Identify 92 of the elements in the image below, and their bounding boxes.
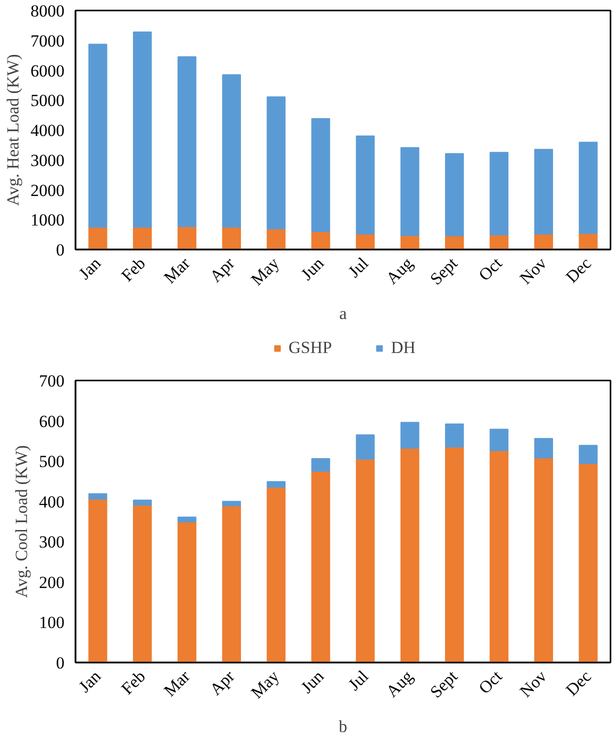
bar: [400, 422, 420, 449]
bar: [266, 96, 286, 230]
bar: [132, 500, 152, 506]
x-tick-label: Aug: [382, 253, 417, 288]
bar: [445, 446, 464, 662]
x-tick-label: Dec: [562, 666, 596, 700]
bar: [311, 231, 330, 250]
y-tick-label: 2000: [30, 180, 64, 200]
y-tick-label: 1000: [30, 210, 64, 230]
bar: [534, 438, 554, 458]
x-tick-label: Mar: [160, 254, 194, 288]
bar: [88, 498, 108, 662]
y-tick-label: 0: [56, 654, 64, 672]
x-tick-label: Oct: [474, 254, 506, 285]
bar: [578, 444, 598, 464]
x-tick-label: Feb: [118, 666, 150, 698]
x-tick-label: Nov: [516, 666, 551, 701]
bar: [178, 226, 196, 250]
bar: [490, 450, 508, 662]
bar: [222, 74, 241, 228]
x-tick-label: Jun: [297, 666, 328, 697]
x-tick-label: Aug: [382, 666, 417, 701]
bar: [266, 228, 286, 250]
x-tick-label: Mar: [160, 666, 194, 700]
bar: [311, 118, 330, 232]
y-tick-label: 200: [39, 572, 64, 592]
bar: [356, 434, 375, 460]
y-tick-label: 0: [56, 240, 64, 260]
bar: [88, 226, 108, 250]
x-tick-label: Dec: [562, 253, 596, 287]
bar: [132, 226, 152, 250]
bar: [132, 32, 152, 228]
y-tick-label: 4000: [30, 121, 64, 140]
bar: [311, 470, 330, 662]
y-tick-label: 6000: [30, 61, 64, 80]
y-axis-title: Avg. Heat Load (KW): [4, 54, 22, 206]
bar: [400, 147, 420, 236]
bar: [534, 233, 554, 250]
bar: [88, 493, 108, 500]
bar: [400, 234, 420, 250]
x-tick-label: May: [247, 666, 284, 702]
bar: [178, 516, 196, 522]
bar: [178, 56, 196, 227]
y-tick-label: 5000: [30, 91, 64, 110]
x-tick-label: Sept: [426, 666, 462, 702]
bar: [534, 457, 554, 662]
bar: [311, 458, 330, 472]
x-tick-label: Nov: [516, 253, 551, 288]
bar: [490, 428, 508, 452]
bar: [445, 424, 464, 448]
bar: [356, 458, 375, 662]
bar: [445, 153, 464, 236]
y-tick-label: 8000: [30, 2, 64, 20]
x-tick-label: Jan: [75, 666, 105, 696]
y-tick-label: 3000: [30, 150, 64, 170]
y-tick-label: 700: [39, 372, 64, 390]
y-tick-label: 400: [39, 492, 64, 512]
bar: [534, 148, 554, 234]
legend-label: GSHP: [288, 338, 332, 358]
bar: [578, 142, 598, 234]
bar: [88, 44, 108, 228]
y-tick-label: 600: [39, 412, 64, 431]
x-tick-label: Jan: [75, 253, 105, 284]
x-tick-label: Oct: [474, 666, 506, 698]
bar: [490, 152, 508, 236]
bar: [490, 234, 508, 250]
x-tick-label: Jul: [344, 254, 372, 282]
bar: [356, 135, 375, 234]
x-tick-label: May: [247, 253, 284, 290]
bar: [222, 505, 241, 662]
y-tick-label: 500: [39, 452, 64, 472]
bar: [266, 481, 286, 488]
x-axis-title: b: [338, 716, 348, 736]
x-tick-label: Jul: [344, 666, 372, 694]
bar: [266, 486, 286, 662]
bar: [222, 500, 241, 506]
x-tick-label: Apr: [206, 666, 238, 699]
x-tick-label: Jun: [297, 253, 328, 284]
y-axis-title: Avg. Cool Load (KW): [12, 445, 31, 598]
y-tick-label: 100: [39, 613, 64, 632]
bar: [578, 462, 598, 662]
y-tick-label: 7000: [30, 31, 64, 50]
bar: [222, 226, 241, 250]
legend-label: DH: [390, 338, 416, 358]
x-axis-title: a: [339, 304, 348, 323]
x-tick-label: Sept: [426, 254, 462, 289]
bar: [178, 521, 196, 662]
x-tick-label: Apr: [206, 254, 238, 286]
bar: [132, 504, 152, 662]
bar: [400, 448, 420, 662]
x-tick-label: Feb: [118, 254, 150, 286]
y-tick-label: 300: [39, 532, 64, 552]
